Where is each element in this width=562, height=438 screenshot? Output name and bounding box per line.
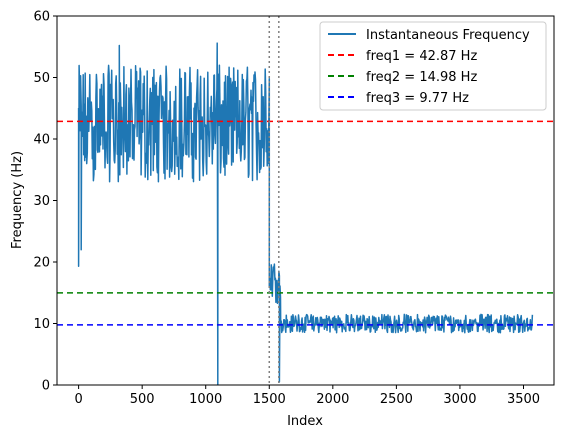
y-tick-label: 30 — [33, 194, 50, 209]
legend-label-freq1: freq1 = 42.87 Hz — [366, 49, 477, 64]
x-tick-label: 2000 — [316, 392, 349, 407]
segment-boundary-layer — [268, 16, 280, 385]
x-tick-label: 3000 — [443, 392, 476, 407]
y-axis: 0 10 20 30 40 50 60 — [33, 10, 57, 394]
x-tick-label: 1500 — [253, 392, 286, 407]
legend-box — [319, 21, 547, 111]
series-layer — [77, 42, 534, 385]
x-axis-label: Index — [287, 414, 323, 429]
legend-label-freq2: freq2 = 14.98 Hz — [366, 70, 477, 85]
y-tick-label: 10 — [33, 317, 50, 332]
y-tick-label: 40 — [33, 133, 50, 148]
x-axis: 0 500 1000 1500 2000 2500 3000 3500 — [74, 385, 540, 407]
x-tick-label: 2500 — [380, 392, 413, 407]
x-tick-label: 0 — [74, 392, 82, 407]
y-tick-label: 60 — [33, 10, 50, 25]
y-tick-label: 0 — [42, 379, 50, 394]
legend: Instantaneous Frequency freq1 = 42.87 Hz… — [319, 21, 547, 111]
x-tick-label: 500 — [130, 392, 155, 407]
x-tick-label: 1000 — [189, 392, 222, 407]
x-tick-label: 3500 — [507, 392, 540, 407]
y-tick-label: 20 — [33, 256, 50, 271]
reference-lines-layer — [57, 120, 554, 326]
y-axis-label: Frequency (Hz) — [10, 151, 25, 249]
y-tick-label: 50 — [33, 71, 50, 86]
series-line-instantaneous-frequency — [77, 42, 534, 385]
legend-label-instantaneous: Instantaneous Frequency — [366, 28, 530, 43]
legend-label-freq3: freq3 = 9.77 Hz — [366, 91, 469, 106]
